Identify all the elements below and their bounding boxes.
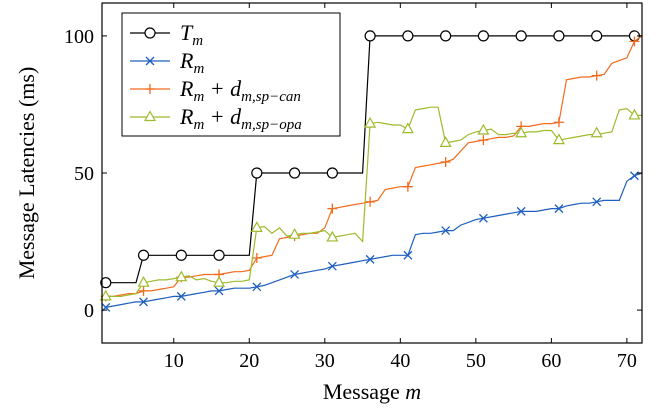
data-point [515,126,528,138]
data-point [176,291,186,301]
series-line [105,172,643,308]
data-point [441,226,451,236]
data-point [478,135,489,146]
series-3 [99,106,642,301]
data-point [290,269,300,279]
data-point [139,297,148,307]
data-point [365,254,375,264]
data-point [440,30,452,42]
data-point [327,261,337,271]
data-point [250,221,263,232]
data-point [402,181,413,192]
ticks-layer: 10 20 30 40 50 60 70 0 50 100 [64,3,642,372]
data-point [402,30,414,42]
legend-label: Tm [180,20,203,49]
data-point [326,230,339,242]
data-point [143,110,157,122]
data-point [100,277,112,289]
legend-label: Rm + dm,sp−can [179,76,301,105]
data-point [592,197,602,207]
legend-label: Rm + dm,sp−opa [179,104,302,133]
data-point [144,27,156,39]
data-point [629,36,640,47]
data-point [213,249,225,261]
data-point [439,136,452,147]
data-point [516,206,526,216]
data-point [213,275,226,287]
x-tick-label: 30 [315,350,335,372]
data-point [175,249,187,261]
data-point [137,249,150,261]
data-point [364,30,376,42]
legend-item: Rm + dm,sp−can [130,76,301,105]
data-point [477,123,490,135]
y-axis-label: Message Latencies (ms) [14,67,39,280]
x-axis-label: Message m [323,379,421,404]
data-point [365,196,376,207]
data-point [477,30,489,42]
data-point [137,275,150,287]
data-point [628,108,641,120]
data-point [553,30,565,42]
data-point [440,157,451,168]
data-point [401,122,414,134]
data-point [145,56,155,66]
data-point [145,84,155,94]
series-1 [101,171,643,312]
data-point [364,116,377,128]
series-line [105,106,642,297]
data-point [326,167,338,179]
data-point [251,253,262,263]
x-tick-label: 50 [466,350,486,372]
x-tick-label: 20 [239,350,259,372]
data-point [138,285,149,296]
y-tick-label: 50 [74,163,94,185]
data-point [478,213,488,223]
data-point [591,30,603,42]
series-layer [99,30,643,312]
data-point [288,167,301,179]
data-point [554,204,564,214]
data-point [288,227,301,239]
series-0 [100,30,642,289]
data-point [553,117,564,128]
data-point [175,270,188,282]
data-point [403,250,413,260]
x-tick-label: 70 [617,350,637,372]
legend-label: Rm [179,48,204,77]
legend-item: Rm [130,48,204,77]
series-line [105,35,643,297]
legend-item: Rm + dm,sp−opa [130,104,302,133]
data-point [327,203,338,214]
data-point [552,133,565,145]
data-point [515,30,527,42]
series-line [105,35,642,284]
y-tick-label: 0 [84,300,94,322]
x-tick-label: 60 [541,350,561,372]
data-point [99,289,112,301]
data-point [214,286,224,296]
data-point [252,282,262,292]
data-point [590,126,603,138]
x-tick-label: 10 [164,350,184,372]
data-point [251,167,263,179]
x-tick-label: 40 [390,350,410,372]
y-tick-label: 100 [64,26,94,48]
legend-item: Tm [130,20,203,49]
data-point [591,70,602,81]
